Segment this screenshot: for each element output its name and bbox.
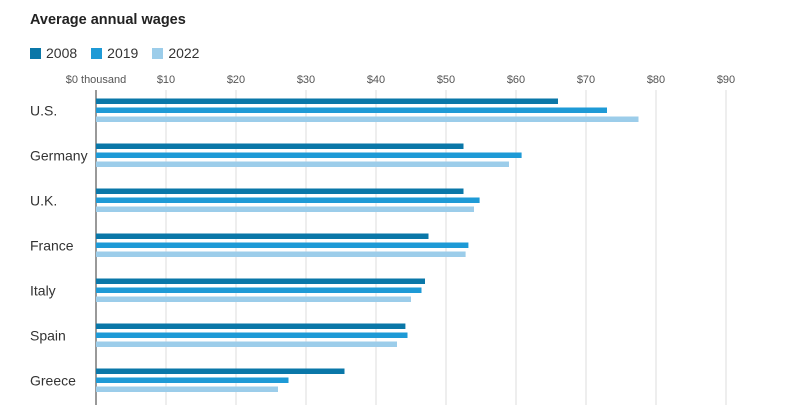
legend-label-2019: 2019 xyxy=(107,45,139,61)
tick-label-0: $0 thousand xyxy=(66,74,127,86)
bar-uk-2022 xyxy=(96,206,474,212)
category-label-italy: Italy xyxy=(30,282,56,298)
tick-label-30: $30 xyxy=(297,74,315,86)
tick-label-70: $70 xyxy=(577,74,595,86)
bar-greece-2019 xyxy=(96,377,289,383)
category-label-greece: Greece xyxy=(30,372,76,388)
tick-label-90: $90 xyxy=(717,74,735,86)
bar-greece-2022 xyxy=(96,386,278,392)
bar-italy-2022 xyxy=(96,296,411,302)
bar-germany-2019 xyxy=(96,152,522,158)
bar-spain-2008 xyxy=(96,323,406,329)
bar-uk-2008 xyxy=(96,188,464,194)
bar-germany-2008 xyxy=(96,143,464,149)
tick-label-80: $80 xyxy=(647,74,665,86)
bar-italy-2008 xyxy=(96,278,425,284)
category-label-spain: Spain xyxy=(30,327,66,343)
bar-germany-2022 xyxy=(96,161,509,167)
legend-item-2022: 2022 xyxy=(152,45,199,61)
bar-spain-2019 xyxy=(96,332,408,338)
legend-label-2008: 2008 xyxy=(46,45,78,61)
legend-swatch-2022 xyxy=(152,47,164,59)
bar-us-2008 xyxy=(96,98,558,104)
bar-uk-2019 xyxy=(96,197,480,203)
legend-swatch-2019 xyxy=(91,47,103,59)
tick-label-50: $50 xyxy=(437,74,455,86)
bar-greece-2008 xyxy=(96,368,345,374)
category-label-us: U.S. xyxy=(30,102,57,118)
tick-label-40: $40 xyxy=(367,74,385,86)
category-label-france: France xyxy=(30,237,74,253)
legend-item-2008: 2008 xyxy=(30,45,77,61)
category-label-uk: U.K. xyxy=(30,192,57,208)
bar-france-2008 xyxy=(96,233,429,239)
category-label-germany: Germany xyxy=(30,147,88,163)
chart-title: Average annual wages xyxy=(30,12,186,28)
bar-france-2019 xyxy=(96,242,469,248)
tick-label-10: $10 xyxy=(157,74,175,86)
legend-item-2019: 2019 xyxy=(91,45,138,61)
tick-label-60: $60 xyxy=(507,74,525,86)
bar-france-2022 xyxy=(96,251,466,257)
legend: 2008 2019 2022 xyxy=(30,45,199,61)
legend-swatch-2008 xyxy=(30,47,41,59)
bar-spain-2022 xyxy=(96,341,397,347)
legend-label-2022: 2022 xyxy=(168,45,200,61)
bar-us-2022 xyxy=(96,116,639,122)
bar-italy-2019 xyxy=(96,287,422,293)
bar-us-2019 xyxy=(96,107,607,113)
tick-label-20: $20 xyxy=(227,74,245,86)
